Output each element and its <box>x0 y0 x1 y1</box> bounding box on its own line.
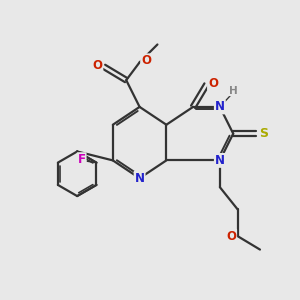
Text: N: N <box>135 172 145 185</box>
Text: F: F <box>78 153 86 166</box>
Text: O: O <box>208 76 218 90</box>
Text: O: O <box>92 59 102 72</box>
Text: O: O <box>226 230 236 243</box>
Text: N: N <box>215 100 225 113</box>
Text: H: H <box>229 85 238 96</box>
Text: S: S <box>259 127 268 140</box>
Text: O: O <box>141 54 151 67</box>
Text: N: N <box>215 154 225 167</box>
